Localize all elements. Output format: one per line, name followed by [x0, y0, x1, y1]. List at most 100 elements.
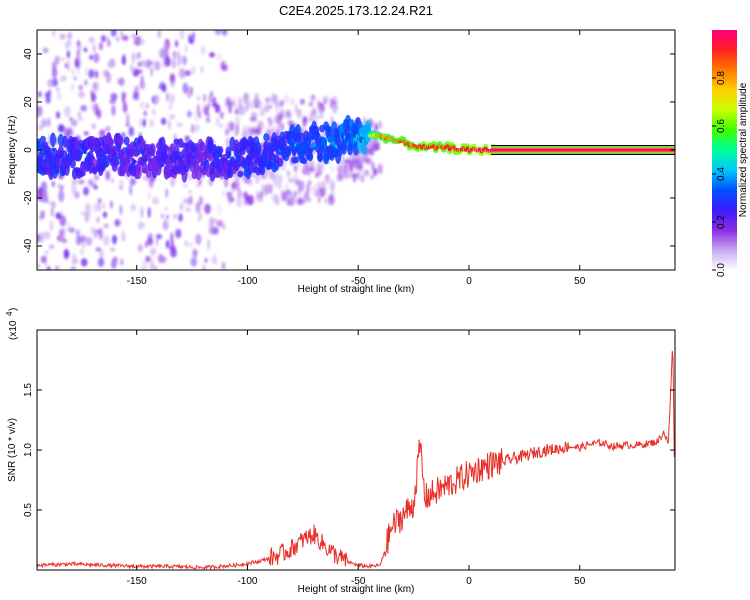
noise-speckle — [56, 182, 62, 189]
noise-speckle — [184, 44, 188, 54]
noise-speckle — [91, 123, 96, 130]
noise-speckle — [154, 60, 161, 71]
noise-speckle — [207, 238, 210, 251]
noise-speckle — [89, 54, 93, 61]
noise-speckle — [136, 92, 139, 101]
noise-speckle — [221, 64, 228, 72]
noise-speckle — [102, 69, 110, 77]
ridge-blob — [317, 152, 324, 163]
ridge-blob — [163, 145, 170, 152]
noise-speckle — [275, 181, 282, 188]
noise-speckle — [126, 113, 130, 125]
snr-x-tick-label: 0 — [466, 576, 472, 587]
noise-speckle — [92, 82, 97, 91]
noise-speckle — [88, 69, 95, 79]
noise-speckle — [324, 197, 327, 205]
noise-speckle — [175, 228, 182, 239]
spectrogram-y-label: Frequency (Hz) — [7, 116, 18, 185]
spectrogram-heatmap — [37, 30, 675, 270]
noise-speckle — [259, 191, 263, 203]
noise-speckle — [145, 102, 150, 109]
noise-speckle — [315, 172, 319, 178]
noise-speckle — [217, 203, 222, 216]
noise-speckle — [198, 212, 202, 220]
noise-speckle — [243, 125, 246, 137]
colorbar: 0.0 0.2 0.4 0.6 0.8 Normalized spectral ampl… — [712, 30, 749, 277]
noise-speckle — [169, 244, 176, 252]
noise-speckle — [51, 77, 59, 87]
noise-speckle — [318, 106, 324, 116]
noise-speckle — [163, 43, 170, 50]
noise-speckle — [235, 181, 238, 191]
noise-speckle — [77, 111, 81, 119]
noise-speckle — [214, 30, 222, 36]
noise-speckle — [302, 164, 309, 176]
noise-speckle — [103, 223, 110, 229]
noise-speckle — [73, 186, 76, 199]
spectrogram-x-tick-label: -100 — [237, 276, 257, 287]
noise-speckle — [374, 122, 378, 134]
noise-speckle — [147, 207, 151, 218]
noise-speckle — [376, 142, 380, 151]
noise-speckle — [160, 213, 165, 219]
noise-speckle — [234, 129, 238, 138]
noise-speckle — [137, 244, 143, 253]
noise-speckle — [80, 211, 87, 216]
ridge-blob — [117, 136, 124, 146]
noise-speckle — [211, 227, 217, 235]
ridge-blob — [217, 146, 224, 155]
noise-speckle — [130, 203, 136, 212]
noise-speckle — [318, 197, 321, 203]
noise-speckle — [203, 106, 209, 116]
noise-speckle — [118, 179, 124, 185]
noise-speckle — [221, 30, 228, 36]
noise-speckle — [140, 59, 147, 67]
noise-speckle — [318, 164, 325, 171]
spectrogram-tone-band — [491, 145, 675, 155]
ridge-blob — [225, 146, 232, 156]
noise-speckle — [145, 241, 148, 249]
snr-series-line — [37, 350, 675, 570]
noise-speckle — [234, 115, 241, 127]
noise-speckle — [96, 108, 102, 119]
noise-speckle — [60, 209, 63, 216]
noise-speckle — [212, 96, 217, 108]
ridge-core — [445, 144, 450, 149]
noise-speckle — [205, 117, 211, 123]
noise-speckle — [208, 92, 213, 103]
figure-title: C2E4.2025.173.12.24.R21 — [279, 3, 433, 18]
noise-speckle — [170, 232, 174, 244]
ridge-core — [208, 155, 213, 160]
noise-speckle — [195, 201, 201, 213]
noise-speckle — [175, 40, 179, 48]
noise-speckle — [150, 66, 153, 77]
noise-speckle — [76, 43, 82, 52]
noise-speckle — [219, 111, 224, 119]
spectrogram-x-tick-label: 0 — [466, 276, 472, 287]
noise-speckle — [157, 30, 161, 39]
spectrogram-y-tick-label: -20 — [23, 190, 34, 205]
noise-speckle — [73, 76, 77, 81]
noise-speckle — [199, 195, 203, 206]
ridge-core — [150, 152, 155, 156]
ridge-blob — [207, 136, 214, 150]
noise-speckle — [93, 44, 96, 53]
noise-speckle — [134, 39, 137, 45]
noise-speckle — [66, 50, 70, 59]
noise-speckle — [68, 227, 76, 233]
noise-speckle — [315, 115, 323, 120]
noise-speckle — [324, 100, 327, 105]
noise-speckle — [94, 174, 100, 181]
snr-x-tick-label: 50 — [574, 576, 586, 587]
noise-speckle — [118, 77, 125, 87]
noise-speckle — [344, 159, 350, 164]
noise-speckle — [139, 101, 144, 110]
ridge-blob — [69, 158, 76, 169]
noise-speckle — [121, 55, 126, 66]
noise-speckle — [271, 193, 274, 202]
noise-speckle — [172, 213, 178, 220]
noise-speckle — [107, 60, 114, 68]
spectrogram-x-label: Height of straight line (km) — [298, 284, 415, 295]
noise-speckle — [309, 160, 313, 169]
noise-speckle — [268, 104, 273, 110]
